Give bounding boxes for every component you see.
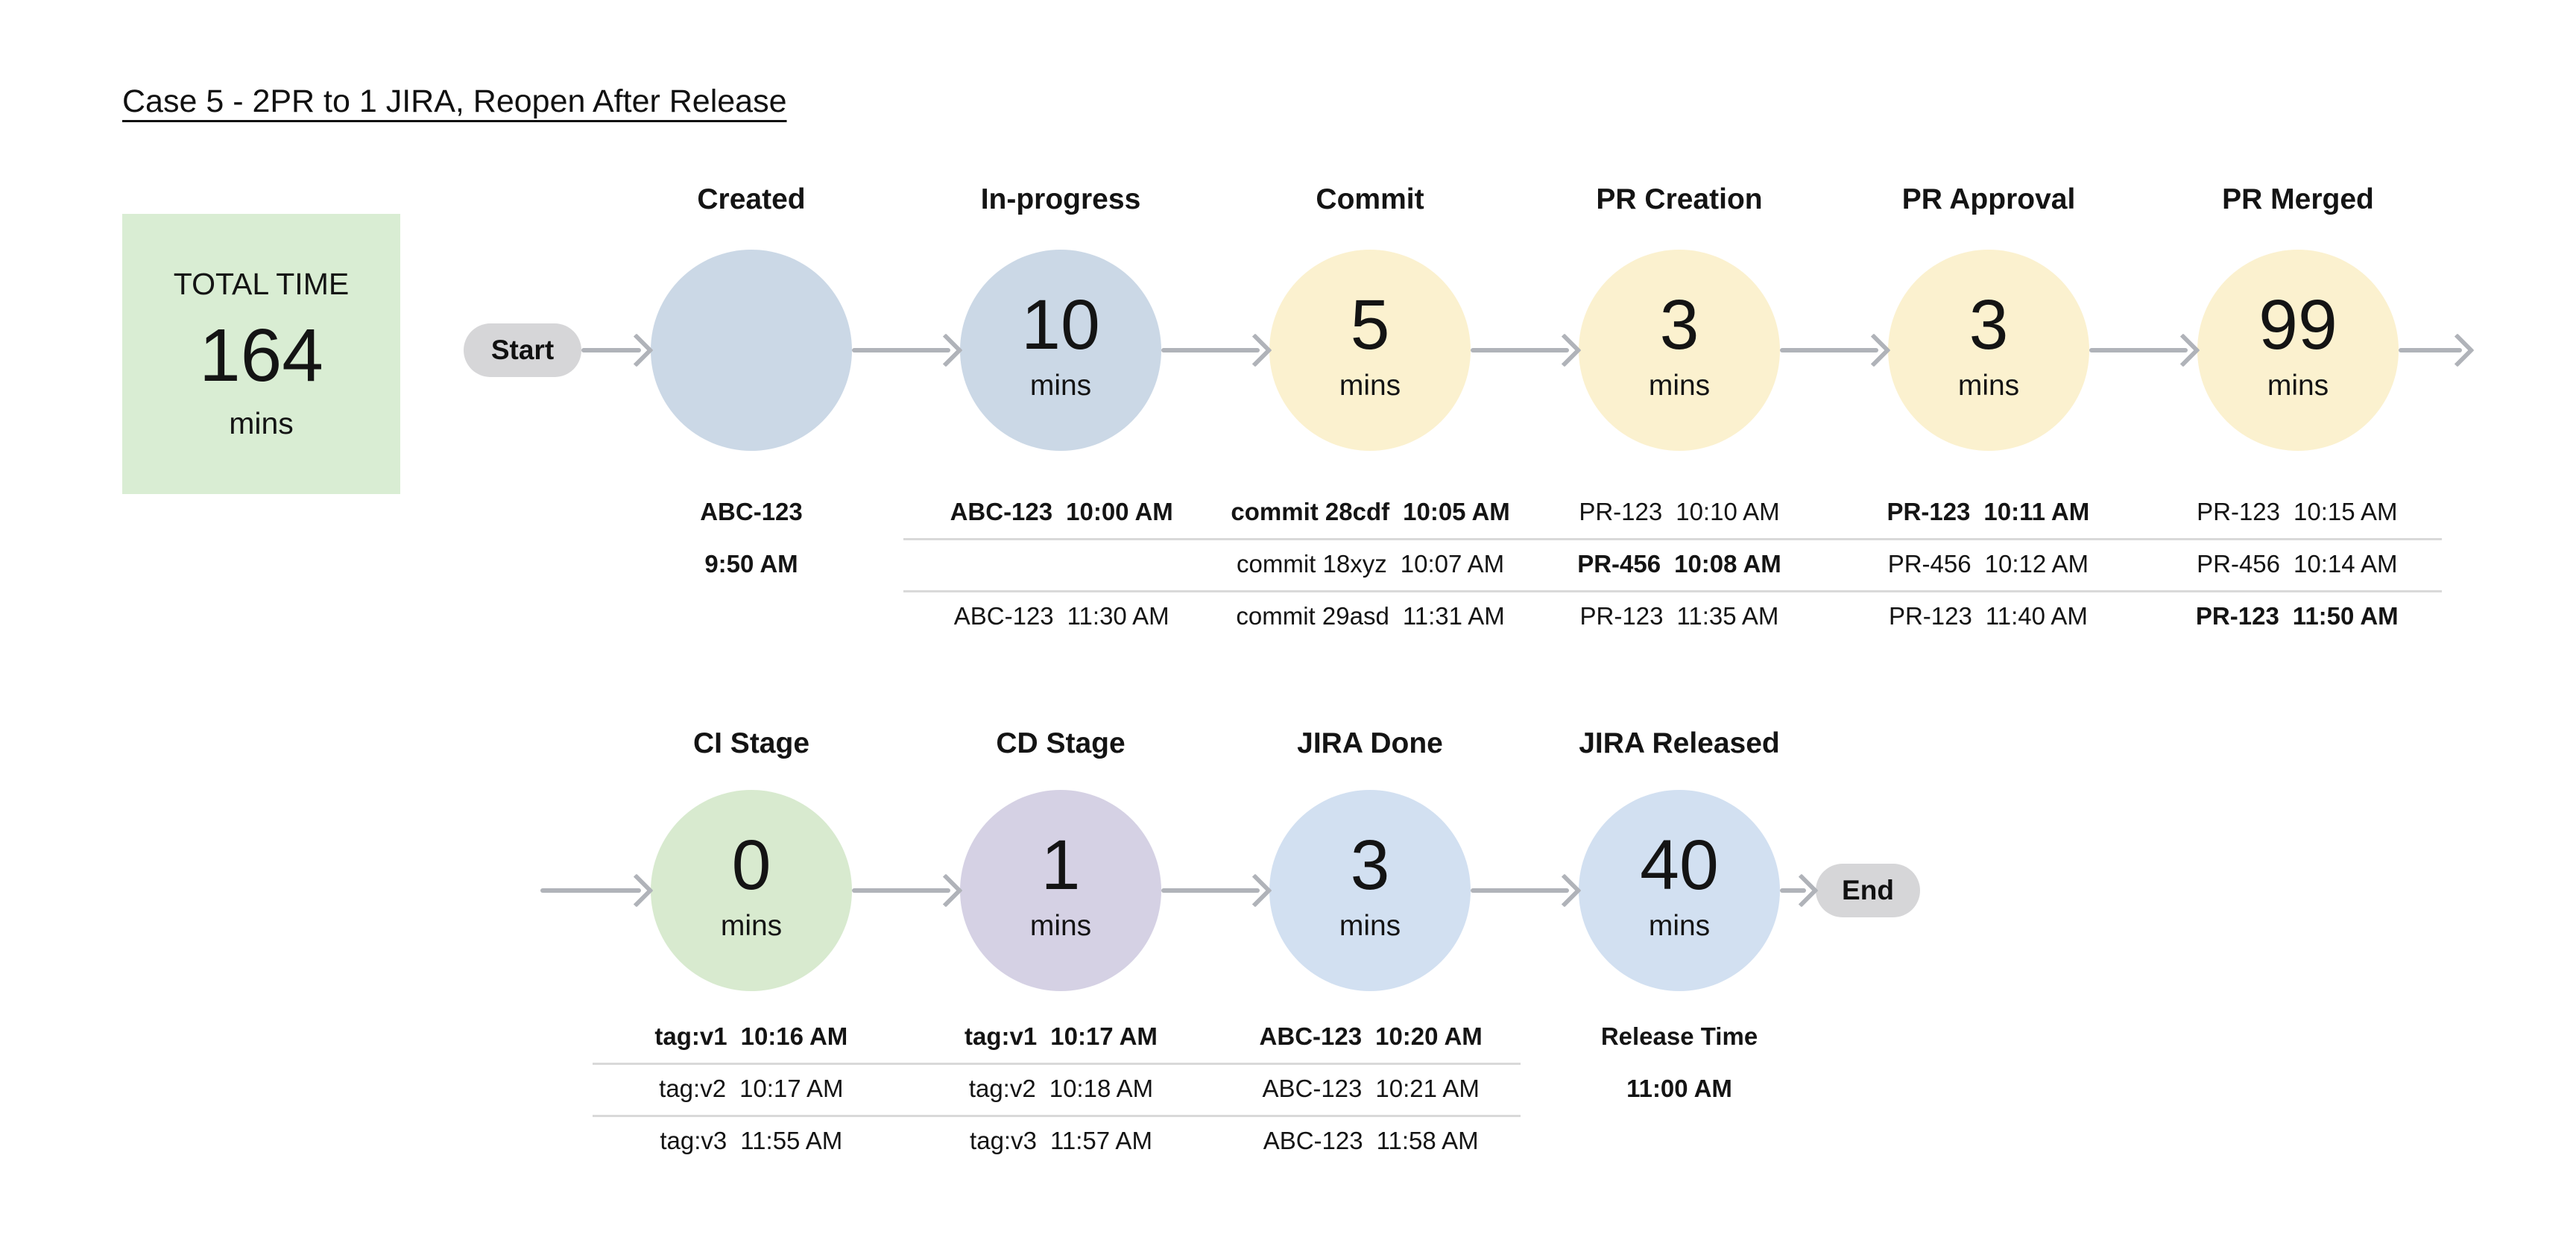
flow-arrow <box>1780 888 1806 893</box>
stage-circle-commit: 5 mins <box>1269 250 1471 451</box>
start-node: Start <box>464 323 581 377</box>
table-divider <box>903 538 2442 540</box>
release-time-value: 11:00 AM <box>1626 1075 1732 1102</box>
stage-circle-jira-done: 3 mins <box>1269 790 1471 991</box>
stage-label-pr-creation: PR Creation <box>1596 183 1763 215</box>
event-cell: ABC-123 11:58 AM <box>1263 1127 1479 1154</box>
created-event-block: ABC-123 9:50 AM <box>602 486 900 590</box>
event-cell: PR-123 11:35 AM <box>1579 602 1779 630</box>
flow-arrow <box>852 888 950 893</box>
event-cell: ABC-123 11:30 AM <box>953 602 1169 630</box>
stage-circle-pr-creation: 3 mins <box>1579 250 1780 451</box>
stage-circle-created <box>651 250 852 451</box>
stage-minutes: 99 <box>2258 285 2337 364</box>
stage-minutes: 10 <box>1021 285 1100 364</box>
stage-label-commit: Commit <box>1316 183 1424 215</box>
stage-label-created: Created <box>697 183 806 215</box>
flow-arrow <box>1161 348 1260 352</box>
stage-unit: mins <box>1648 369 1711 402</box>
event-cell: tag:v1 10:17 AM <box>965 1022 1158 1050</box>
stage-unit: mins <box>720 909 783 942</box>
end-node-label: End <box>1842 875 1894 905</box>
event-cell: PR-456 10:08 AM <box>1577 550 1781 578</box>
event-cell: ABC-123 10:00 AM <box>950 498 1173 525</box>
created-event-time: 9:50 AM <box>704 550 798 578</box>
flow-arrow-wrap <box>2399 348 2462 352</box>
event-cell: ABC-123 10:21 AM <box>1262 1075 1480 1102</box>
end-node: End <box>1816 864 1920 917</box>
stage-unit: mins <box>1029 369 1092 402</box>
event-cell: tag:v2 10:18 AM <box>968 1075 1154 1102</box>
event-cell: tag:v3 11:57 AM <box>970 1127 1152 1154</box>
event-cell: commit 28cdf 10:05 AM <box>1231 498 1510 525</box>
stage-circle-in-progress: 10 mins <box>960 250 1161 451</box>
event-cell: PR-123 10:15 AM <box>2197 498 2398 525</box>
table-divider <box>593 1063 1521 1065</box>
flow-arrow <box>1471 888 1569 893</box>
total-time-label: TOTAL TIME <box>173 267 350 301</box>
event-cell: commit 29asd 11:31 AM <box>1236 602 1505 630</box>
flow-arrow <box>2089 348 2188 352</box>
stage-circle-cd-stage: 1 mins <box>960 790 1161 991</box>
stage-circle-jira-released: 40 mins <box>1579 790 1780 991</box>
stage-circle-pr-merged: 99 mins <box>2197 250 2399 451</box>
stage-minutes: 40 <box>1640 825 1719 905</box>
flow-arrow <box>852 348 950 352</box>
total-time-unit: mins <box>229 406 294 440</box>
event-cell: tag:v2 10:17 AM <box>659 1075 844 1102</box>
table-divider <box>593 1115 1521 1117</box>
event-cell: PR-123 10:11 AM <box>1887 498 2090 525</box>
stage-minutes: 5 <box>1350 285 1390 364</box>
flow-arrow <box>1161 888 1260 893</box>
event-cell: PR-456 10:14 AM <box>2197 550 2398 578</box>
event-cell: commit 18xyz 10:07 AM <box>1237 550 1505 578</box>
stage-unit: mins <box>2267 369 2329 402</box>
stage-unit: mins <box>1029 909 1092 942</box>
stage-unit: mins <box>1957 369 2020 402</box>
stage-minutes: 3 <box>1969 285 2009 364</box>
events-table-bottom: tag:v1 10:16 AM tag:v1 10:17 AM ABC-123 10:… <box>596 1010 1526 1167</box>
total-time-value: 164 <box>199 314 323 397</box>
total-time-card: TOTAL TIME 164 mins <box>122 214 400 494</box>
flow-arrow <box>581 348 641 352</box>
stage-label-cd-stage: CD Stage <box>996 727 1126 759</box>
stage-label-jira-released: JIRA Released <box>1579 727 1780 759</box>
event-cell <box>907 538 1216 590</box>
stage-unit: mins <box>1339 909 1401 942</box>
stage-label-in-progress: In-progress <box>980 183 1141 215</box>
created-event-ref: ABC-123 <box>700 498 803 525</box>
stage-minutes: 3 <box>1659 285 1699 364</box>
stage-label-jira-done: JIRA Done <box>1297 727 1443 759</box>
stage-unit: mins <box>1339 369 1401 402</box>
event-cell: PR-123 10:10 AM <box>1579 498 1780 525</box>
page-title: Case 5 - 2PR to 1 JIRA, Reopen After Rel… <box>122 83 787 119</box>
release-info-block: Release Time 11:00 AM <box>1530 1010 1828 1115</box>
stage-label-pr-merged: PR Merged <box>2222 183 2374 215</box>
event-cell: tag:v1 10:16 AM <box>654 1022 848 1050</box>
event-cell: PR-123 11:40 AM <box>1888 602 2088 630</box>
release-time-label: Release Time <box>1600 1022 1758 1050</box>
table-divider <box>903 590 2442 592</box>
stage-minutes: 3 <box>1350 825 1390 905</box>
event-cell: PR-456 10:12 AM <box>1887 550 2089 578</box>
stage-unit: mins <box>1648 909 1711 942</box>
flow-arrow <box>1471 348 1569 352</box>
stage-circle-pr-approval: 3 mins <box>1888 250 2089 451</box>
start-node-label: Start <box>490 335 555 365</box>
stage-minutes: 0 <box>731 825 771 905</box>
flow-arrow <box>1780 348 1878 352</box>
stage-circle-ci-stage: 0 mins <box>651 790 852 991</box>
stage-minutes: 1 <box>1041 825 1081 905</box>
stage-label-pr-approval: PR Approval <box>1901 183 2076 215</box>
events-table-top: ABC-123 10:00 AM commit 28cdf 10:05 AM PR-… <box>907 486 2452 642</box>
flow-arrow-wrap-in <box>540 888 641 893</box>
event-cell: ABC-123 10:20 AM <box>1259 1022 1483 1050</box>
event-cell: PR-123 11:50 AM <box>2195 602 2399 630</box>
stage-label-ci-stage: CI Stage <box>692 727 810 759</box>
event-cell: tag:v3 11:55 AM <box>660 1127 843 1154</box>
